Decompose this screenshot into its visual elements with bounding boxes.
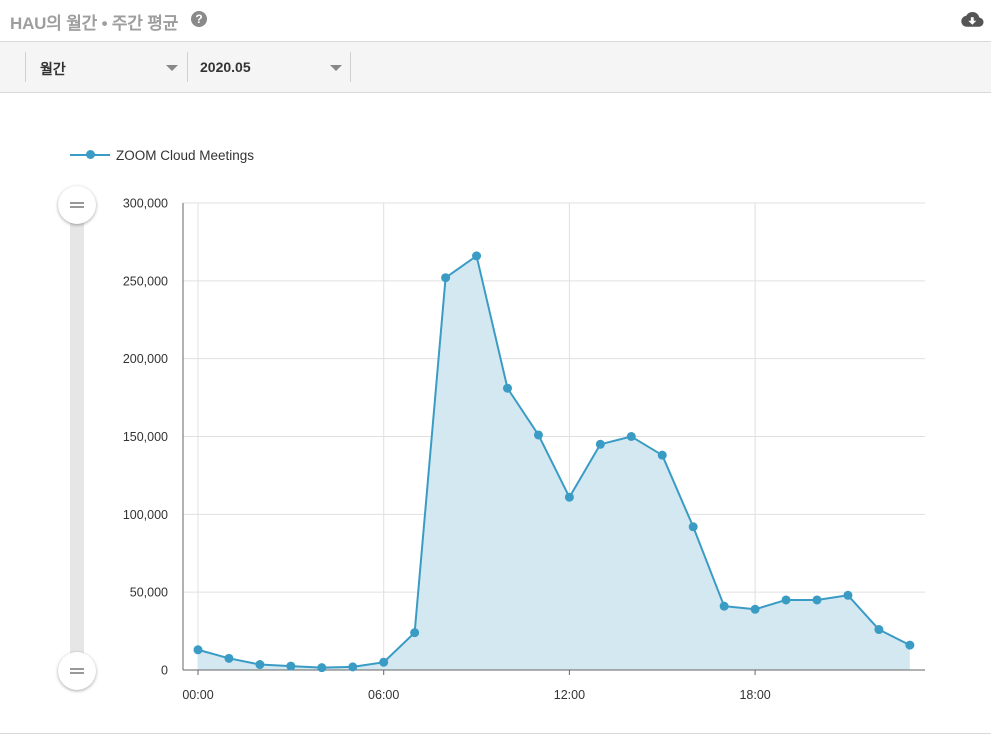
legend-label: ZOOM Cloud Meetings (116, 148, 255, 163)
range-slider-handle-top[interactable] (58, 186, 96, 224)
month-select-label: 2020.05 (200, 59, 251, 75)
data-point (595, 439, 605, 449)
series-line (197, 254, 911, 669)
y-tick-label: 0 (161, 664, 168, 678)
page-title: HAU의 월간 • 주간 평균 (10, 14, 179, 33)
data-point (843, 590, 853, 600)
x-tick-label: 00:00 (182, 688, 213, 702)
data-point (410, 628, 420, 638)
y-tick-label: 150,000 (123, 430, 168, 444)
help-icon[interactable]: ? (191, 11, 207, 27)
toolbar-divider (25, 52, 26, 82)
data-point (286, 661, 296, 671)
header-bar: HAU의 월간 • 주간 평균 ? (0, 0, 991, 42)
data-point (564, 492, 574, 502)
data-point (874, 625, 884, 635)
data-point (441, 273, 451, 283)
x-tick-label: 18:00 (739, 688, 770, 702)
cloud-download-icon[interactable] (960, 9, 984, 31)
y-tick-label: 50,000 (130, 586, 168, 600)
data-point (812, 595, 822, 605)
data-point (255, 660, 265, 670)
data-point (781, 595, 791, 605)
toolbar-divider (350, 52, 351, 82)
panel-bottom-divider (0, 733, 991, 734)
series-area (198, 255, 910, 670)
y-tick-label: 300,000 (123, 197, 168, 211)
period-select[interactable]: 월간 (40, 50, 180, 84)
data-point (657, 450, 667, 460)
data-point (317, 663, 327, 673)
y-tick-label: 250,000 (123, 274, 168, 288)
x-tick-label: 12:00 (554, 688, 585, 702)
chevron-down-icon (166, 65, 178, 71)
range-slider-handle-bottom[interactable] (58, 652, 96, 690)
toolbar-divider (187, 52, 188, 82)
data-point (905, 640, 915, 650)
data-point (193, 645, 203, 655)
data-point (472, 251, 482, 261)
y-tick-label: 100,000 (123, 508, 168, 522)
chevron-down-icon (330, 65, 342, 71)
range-slider-track[interactable] (70, 205, 84, 670)
data-point (224, 653, 234, 663)
data-point (626, 432, 636, 441)
legend-dot-swatch (86, 150, 95, 159)
data-point (503, 383, 512, 393)
data-point (348, 662, 358, 672)
grip-icon (70, 672, 84, 674)
data-point (750, 604, 760, 614)
data-point (533, 430, 543, 440)
grip-icon (70, 206, 84, 208)
data-point (719, 601, 729, 611)
grip-icon (70, 202, 84, 204)
filter-toolbar: 월간 2020.05 (0, 42, 991, 93)
data-point (379, 657, 389, 667)
data-point (688, 522, 698, 532)
grip-icon (70, 668, 84, 670)
month-select[interactable]: 2020.05 (200, 50, 345, 84)
period-select-label: 월간 (40, 61, 66, 77)
x-tick-label: 06:00 (368, 688, 399, 702)
y-tick-label: 200,000 (123, 352, 168, 366)
